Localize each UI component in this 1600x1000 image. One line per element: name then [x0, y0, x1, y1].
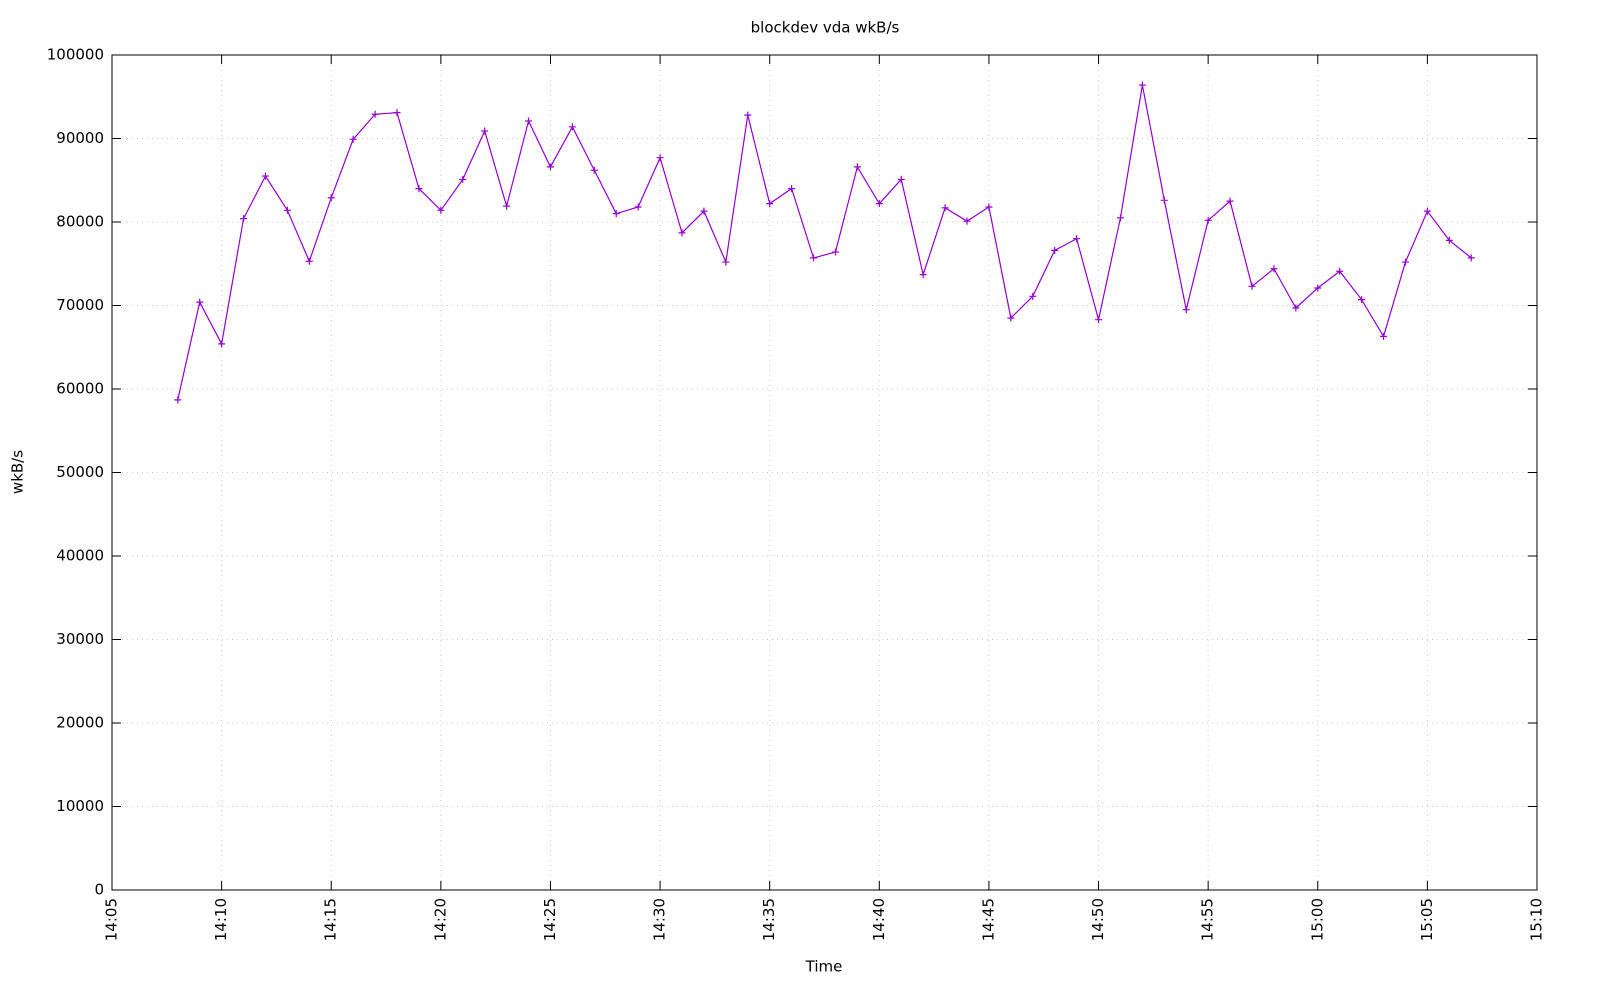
data-point: [327, 194, 335, 202]
chart-title: blockdev vda wkB/s: [751, 19, 900, 37]
data-point: [459, 175, 467, 183]
x-tick-label: 14:05: [103, 898, 121, 941]
data-point: [590, 166, 598, 174]
data-point: [963, 217, 971, 225]
y-tick-label: 80000: [56, 213, 104, 231]
x-tick-label: 14:25: [541, 898, 559, 941]
x-tick-label: 14:50: [1089, 898, 1107, 941]
x-tick-label: 14:45: [979, 898, 997, 941]
data-point: [700, 207, 708, 215]
data-point: [875, 200, 883, 208]
data-point: [503, 202, 511, 210]
data-point: [1138, 81, 1146, 89]
y-tick-label: 20000: [56, 714, 104, 732]
y-tick-label: 50000: [56, 463, 104, 481]
data-point: [196, 298, 204, 306]
data-point: [525, 117, 533, 125]
x-axis-label: Time: [805, 958, 843, 976]
data-point: [1226, 197, 1234, 205]
plot-frame: [111, 54, 1538, 891]
x-tick-label: 14:30: [651, 898, 669, 941]
data-point: [1270, 265, 1278, 273]
x-tick-label: 14:10: [212, 898, 230, 941]
y-tick-label: 60000: [56, 380, 104, 398]
data-point: [919, 271, 927, 279]
data-point: [1467, 254, 1475, 262]
data-point: [831, 248, 839, 256]
data-point: [371, 110, 379, 118]
y-tick-label: 30000: [56, 630, 104, 648]
x-tick-label: 14:35: [760, 898, 778, 941]
data-point: [305, 257, 313, 265]
y-tick-label: 0: [94, 881, 104, 899]
y-tick-label: 40000: [56, 547, 104, 565]
data-point: [1182, 306, 1190, 314]
data-point: [766, 200, 774, 208]
data-point: [1423, 207, 1431, 215]
data-point: [1445, 236, 1453, 244]
data-point: [546, 163, 554, 171]
data-point: [1292, 304, 1300, 312]
data-point: [678, 229, 686, 237]
data-point: [218, 340, 226, 348]
data-point: [1095, 316, 1103, 324]
data-point: [283, 206, 291, 214]
data-point: [393, 109, 401, 117]
data-point: [744, 111, 752, 119]
y-tick-label: 70000: [56, 296, 104, 314]
data-point: [1007, 314, 1015, 322]
data-point: [788, 185, 796, 193]
data-point: [1073, 235, 1081, 243]
y-axis-label: wkB/s: [9, 450, 27, 494]
data-point: [240, 215, 248, 223]
data-point: [1029, 292, 1037, 300]
x-tick-label: 15:10: [1528, 898, 1546, 941]
data-line: [177, 84, 1472, 400]
data-point: [722, 258, 730, 266]
x-tick-label: 14:20: [431, 898, 449, 941]
y-tick-label: 10000: [56, 797, 104, 815]
data-point: [656, 154, 664, 162]
data-point: [174, 396, 182, 404]
x-tick-label: 14:55: [1199, 898, 1217, 941]
data-point: [349, 135, 357, 143]
data-point: [1401, 258, 1409, 266]
data-point: [985, 203, 993, 211]
data-point: [612, 210, 620, 218]
data-point: [415, 185, 423, 193]
data-point: [1116, 214, 1124, 222]
data-point: [481, 127, 489, 135]
data-point: [1358, 296, 1366, 304]
data-point: [437, 206, 445, 214]
data-point: [1314, 284, 1322, 292]
data-point: [634, 203, 642, 211]
data-point: [810, 254, 818, 262]
data-point: [1380, 332, 1388, 340]
data-point: [1336, 267, 1344, 275]
x-tick-label: 15:05: [1418, 898, 1436, 941]
data-point: [1051, 246, 1059, 254]
data-point: [853, 163, 861, 171]
data-point: [941, 204, 949, 212]
y-tick-label: 90000: [56, 129, 104, 147]
data-point: [1248, 282, 1256, 290]
y-tick-label: 100000: [47, 46, 104, 64]
x-tick-label: 14:15: [322, 898, 340, 941]
x-tick-label: 15:00: [1308, 898, 1326, 941]
x-tick-label: 14:40: [870, 898, 888, 941]
data-point: [897, 175, 905, 183]
data-point: [568, 123, 576, 131]
data-point: [1204, 216, 1212, 224]
data-point: [1160, 196, 1168, 204]
data-point: [261, 172, 269, 180]
